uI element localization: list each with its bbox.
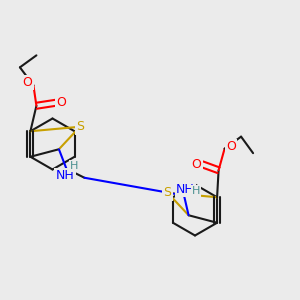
Text: O: O [22, 76, 32, 89]
Text: O: O [56, 96, 66, 109]
Text: H: H [70, 161, 78, 171]
Text: S: S [76, 120, 84, 133]
Text: NH: NH [176, 183, 195, 196]
Text: S: S [164, 186, 172, 199]
Text: O: O [192, 158, 202, 171]
Text: H: H [192, 186, 200, 196]
Text: O: O [226, 140, 236, 153]
Text: NH: NH [56, 169, 74, 182]
